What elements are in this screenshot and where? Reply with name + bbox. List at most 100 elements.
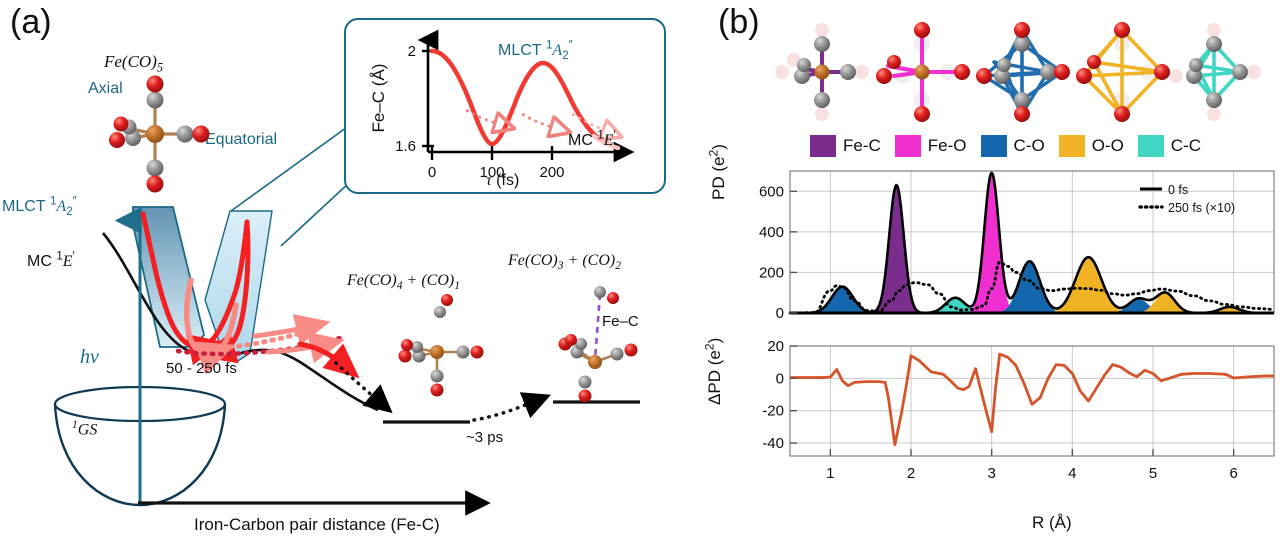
pd-ytick-200: 200: [759, 264, 784, 281]
dpd-ylabel-text: ΔPD (e2): [702, 337, 724, 405]
dpd-xtick-2: 2: [907, 465, 915, 482]
legend-label-fe-o: Fe-O: [927, 136, 967, 155]
pd-peak-o-o-5: [1047, 257, 1130, 313]
trajectory-pale-2: [213, 302, 239, 355]
inset-oscillation-curve: [429, 48, 611, 147]
dpd-xtick-5: 5: [1149, 465, 1157, 482]
inset-title-text: MLCT 1A2″: [498, 40, 573, 63]
inset-ytick-1p6: 1.6: [395, 138, 416, 155]
ground-state-label: 1GS: [72, 419, 98, 439]
pd-legend-label-250fs: 250 fs (×10): [1168, 201, 1235, 215]
legend-label-fe-c: Fe-C: [843, 136, 881, 155]
legend-item-c-o: C-O: [980, 135, 1045, 157]
state-mc-label: MC 1E′: [27, 251, 75, 271]
pd-legend-label-0fs: 0 fs: [1168, 183, 1188, 197]
legend-swatch-fe-c: [810, 135, 836, 157]
legend-label-c-c: C-C: [1170, 136, 1202, 155]
inset-chart: 2 1.6 0 100 200 Fe–C (Å): [369, 29, 635, 181]
product2-text: Fe(CO)3 + (CO)2: [508, 252, 621, 273]
legend-label-c-o: C-O: [1013, 136, 1045, 155]
inset-title: MLCT 1A2″: [498, 40, 573, 63]
dpd-ytick-0: 0: [776, 370, 784, 387]
legend-item-o-o: O-O: [1058, 135, 1124, 157]
inset-ylabel: Fe–C (Å): [369, 64, 388, 133]
dpd-ytick-labels: -40 -20 0 20: [762, 338, 797, 452]
pd-chart: 0 200 400 600 0 fs 250 fs (×10): [759, 170, 1276, 322]
fe-co-5-molecule: [109, 75, 210, 193]
hv-label: hν: [80, 346, 99, 368]
legend-item-fe-o: Fe-O: [894, 135, 967, 157]
state-mc-text: MC 1E′: [27, 251, 75, 271]
dpd-frame: [789, 345, 1275, 457]
inset-xtick-200: 200: [539, 164, 564, 181]
dpd-ytick-20: 20: [767, 338, 784, 355]
dpd-curve: [790, 352, 1274, 447]
legend-swatch-fe-o: [894, 135, 921, 157]
panel-b: (b): [700, 0, 1280, 543]
axial-label: Axial: [88, 80, 123, 97]
inset-xtick-0: 0: [428, 164, 436, 181]
pd-ytick-labels: 0 200 400 600: [759, 183, 797, 322]
inset-arrow-2: [521, 112, 552, 127]
legend-swatch-c-o: [980, 135, 1007, 157]
product2-label: Fe(CO)3 + (CO)2: [508, 252, 621, 272]
dissociation-path-2: [472, 392, 551, 422]
dpd-xlabel: R (Å): [1032, 513, 1072, 532]
dpd-ylabel: ΔPD (e2): [702, 338, 725, 405]
structure-fe-c: [775, 23, 869, 121]
product1-text: Fe(CO)4 + (CO)1: [347, 272, 460, 293]
pd-ytick-0: 0: [776, 305, 784, 322]
timescale-label: 50 - 250 fs: [166, 360, 237, 377]
panel-a-schematic: [53, 124, 640, 516]
slow-timescale-label: ~3 ps: [466, 429, 504, 446]
escape-arrow-red: [297, 341, 360, 379]
feco3-fragment-molecule: [558, 286, 638, 402]
escape-arrow-pale-1: [252, 314, 331, 346]
pd-peak-areas: [808, 173, 1261, 313]
pd-ytick-600: 600: [759, 183, 784, 200]
inset-ytick-2: 2: [408, 43, 416, 60]
structure-c-c: [1169, 23, 1261, 121]
panel-b-letter: (b): [718, 3, 760, 41]
inset-xtick-100: 100: [479, 164, 504, 181]
product1-label: Fe(CO)4 + (CO)1: [347, 272, 460, 292]
equatorial-label: Equatorial: [205, 131, 278, 148]
pd-ytick-400: 400: [759, 224, 784, 241]
legend-label-o-o: O-O: [1091, 136, 1124, 155]
structure-c-o: [976, 22, 1070, 122]
pd-legend: 0 fs 250 fs (×10): [1138, 183, 1235, 215]
inset-panel: 2 1.6 0 100 200 Fe–C (Å) τ (fs) MLCT 1A2…: [344, 18, 666, 194]
dpd-xtick-6: 6: [1229, 465, 1237, 482]
delta-pd-chart: -40 -20 0 20 1 2 3 4 5 6: [762, 338, 1275, 482]
legend-swatch-o-o: [1058, 135, 1085, 157]
fe-c-distance-line: [593, 293, 602, 361]
pd-peak-c-o-0: [808, 286, 876, 313]
inset-oscillation-tail: [591, 133, 621, 151]
pd-ylabel: PD (e2): [706, 144, 729, 200]
bond-pair-structures: [775, 22, 1261, 122]
legend-swatch-c-c: [1137, 135, 1164, 157]
structure-o-o: [1076, 22, 1170, 122]
molecule-title-text: Fe(CO)5: [104, 52, 163, 75]
state-mlct-text: MLCT 1A2″: [2, 196, 77, 219]
dpd-ytick--20: -20: [762, 403, 784, 420]
pd-250fs-curve: [788, 260, 1276, 315]
feco4-fragment-molecule: [398, 294, 484, 397]
state-mlct-label: MLCT 1A2″: [2, 196, 77, 219]
dpd-ytick--40: -40: [762, 435, 784, 452]
panel-a-letter: (a): [10, 3, 52, 41]
molecule-title: Fe(CO)5: [104, 52, 163, 75]
inset-end-text: MC 1E′: [568, 130, 616, 150]
structure-fe-o: [876, 22, 970, 122]
dpd-xtick-labels: 1 2 3 4 5 6: [826, 449, 1238, 482]
legend-item-c-c: C-C: [1137, 135, 1202, 157]
panel-a: (a) Fe(CO)5 Axial Equatorial: [2, 3, 666, 534]
inset-xlabel: τ (fs): [486, 172, 520, 189]
inset-arrow-1: [465, 108, 496, 123]
inset-end-label: MC 1E′: [568, 130, 616, 150]
dpd-xtick-4: 4: [1068, 465, 1076, 482]
product2-bond-label: Fe–C: [602, 313, 639, 330]
dissociation-path-1: [334, 361, 393, 414]
escape-arrow-pale-2: [265, 331, 345, 364]
